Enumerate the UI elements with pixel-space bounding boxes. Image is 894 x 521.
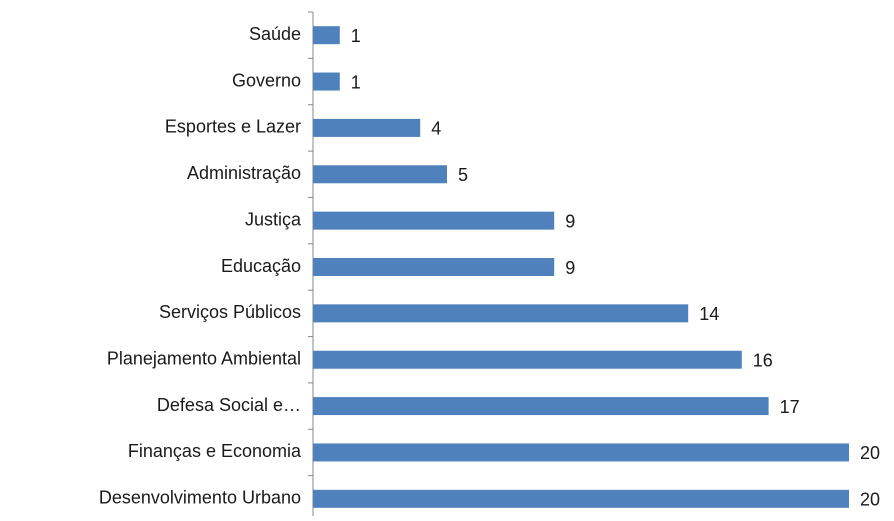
value-label: 16 (753, 350, 773, 370)
category-label: Justiça (245, 209, 302, 229)
category-label: Governo (232, 70, 301, 90)
bar (313, 258, 555, 276)
bar (313, 26, 340, 45)
value-label: 1 (351, 72, 361, 92)
value-label: 20 (860, 490, 880, 510)
value-label: 9 (565, 211, 575, 231)
bar (313, 443, 849, 462)
category-label: Saúde (249, 24, 301, 44)
value-label: 5 (458, 165, 468, 185)
category-label: Planejamento Ambiental (107, 348, 301, 368)
bar (313, 72, 340, 91)
bar (313, 118, 421, 137)
value-label: 1 (351, 26, 361, 46)
value-label: 14 (699, 304, 719, 324)
value-label: 17 (780, 397, 800, 417)
bar (313, 350, 742, 369)
category-label: Administração (187, 163, 301, 183)
bar (313, 489, 849, 508)
bar (313, 211, 555, 230)
value-label: 20 (860, 443, 880, 463)
value-label: 4 (431, 119, 441, 139)
category-label: Esportes e Lazer (165, 117, 301, 137)
category-label: Defesa Social e… (157, 395, 301, 415)
category-label: Serviços Públicos (159, 302, 301, 322)
category-label: Finanças e Economia (128, 441, 302, 461)
value-label: 9 (565, 258, 575, 278)
bar (313, 397, 769, 416)
category-label: Desenvolvimento Urbano (99, 488, 301, 508)
bar (313, 304, 689, 323)
category-label: Educação (221, 256, 301, 276)
bar (313, 165, 447, 184)
